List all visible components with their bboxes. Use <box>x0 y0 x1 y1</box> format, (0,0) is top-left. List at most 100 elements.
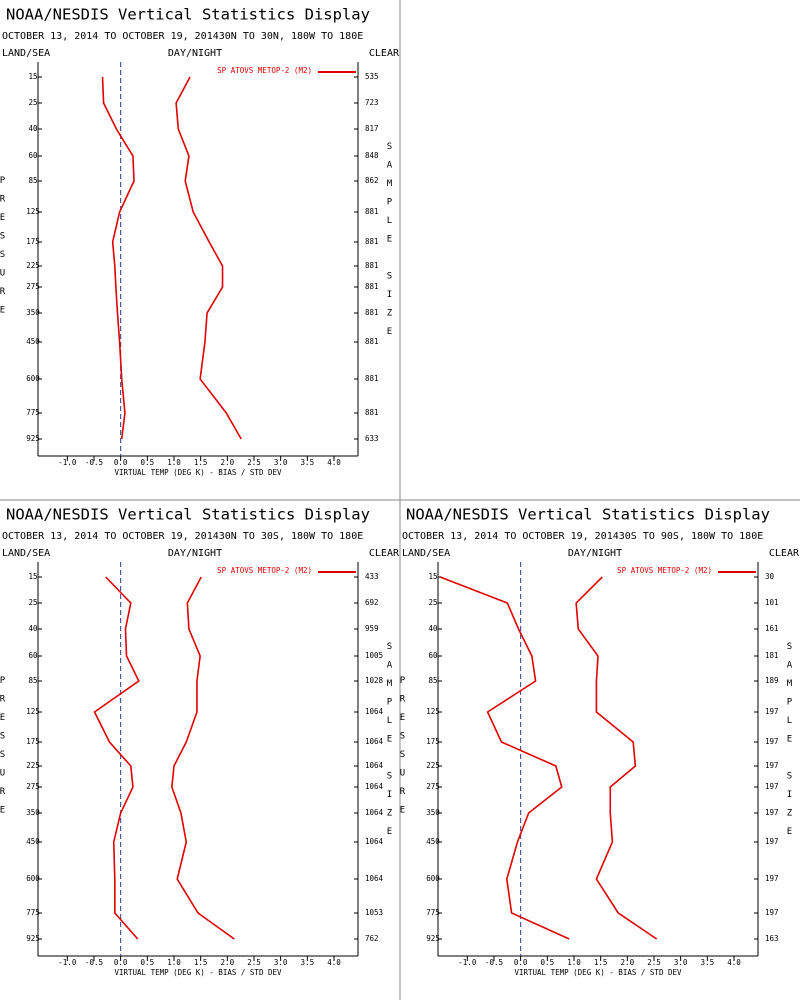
sample-size-label: 881 <box>365 207 379 216</box>
pressure-label: 225 <box>426 761 440 770</box>
sample-size-label: 197 <box>765 761 779 770</box>
sample-size-label: 862 <box>365 176 379 185</box>
pressure-label: 275 <box>426 782 440 791</box>
pressure-label: 275 <box>26 282 40 291</box>
pressure-label: 60 <box>28 151 38 160</box>
pressure-label: 350 <box>426 808 440 817</box>
pressure-label: 450 <box>426 837 440 846</box>
sample-size-label: 197 <box>765 707 779 716</box>
pressure-label: 85 <box>28 676 37 685</box>
x-axis-label: VIRTUAL TEMP (DEG K) - BIAS / STD DEV <box>514 968 682 977</box>
y2-axis-label: SAMPLE SIZE <box>785 642 795 846</box>
pressure-label: 450 <box>26 837 40 846</box>
x-tick-label: 2.0 <box>621 958 635 967</box>
sample-size-label: 197 <box>765 908 779 917</box>
pressure-label: 125 <box>426 707 440 716</box>
header-day-night: DAY/NIGHT <box>568 548 622 559</box>
y-axis-label: PRESSURE <box>398 676 408 824</box>
sample-size-label: 817 <box>365 124 379 133</box>
std-dev-line <box>175 76 242 440</box>
legend-label: SP ATOVS METOP-2 (M2) <box>217 566 312 575</box>
sample-size-label: 197 <box>765 874 779 883</box>
sample-size-label: 633 <box>365 434 379 443</box>
sample-size-label: 848 <box>365 151 379 160</box>
x-tick-label: 1.0 <box>567 958 581 967</box>
x-tick-label: -1.0 <box>58 958 77 967</box>
sample-size-label: 197 <box>765 782 779 791</box>
sample-size-label: 881 <box>365 308 379 317</box>
pressure-label: 85 <box>428 676 437 685</box>
x-axis-label: VIRTUAL TEMP (DEG K) - BIAS / STD DEV <box>114 468 282 477</box>
chart-subtitle: OCTOBER 13, 2014 TO OCTOBER 19, 201430S … <box>402 531 763 542</box>
y-axis-label: PRESSURE <box>0 176 8 324</box>
x-tick-label: 0.5 <box>141 958 155 967</box>
pressure-label: 775 <box>26 408 40 417</box>
y2-axis-label: SAMPLE SIZE <box>385 642 395 846</box>
pressure-label: 175 <box>426 737 440 746</box>
x-tick-label: 1.5 <box>194 458 208 467</box>
x-tick-label: 4.0 <box>327 458 341 467</box>
chart-subtitle: OCTOBER 13, 2014 TO OCTOBER 19, 201430N … <box>2 31 363 42</box>
std-dev-line <box>171 576 235 940</box>
pressure-label: 225 <box>26 261 40 270</box>
pressure-label: 40 <box>28 624 38 633</box>
sample-size-label: 1064 <box>365 761 384 770</box>
header-clear: CLEAR <box>369 548 400 559</box>
pressure-label: 60 <box>28 651 38 660</box>
sample-size-label: 881 <box>365 237 379 246</box>
sample-size-label: 161 <box>765 624 779 633</box>
x-tick-label: 2.0 <box>221 458 235 467</box>
sample-size-label: 535 <box>365 72 379 81</box>
sample-size-label: 1064 <box>365 808 384 817</box>
x-tick-label: 0.0 <box>514 958 528 967</box>
x-tick-label: -0.5 <box>85 958 103 967</box>
x-tick-label: 3.5 <box>301 958 315 967</box>
header-day-night: DAY/NIGHT <box>168 548 222 559</box>
x-tick-label: 4.0 <box>327 958 341 967</box>
sample-size-label: 881 <box>365 261 379 270</box>
x-tick-label: -1.0 <box>458 958 477 967</box>
x-tick-label: 0.5 <box>541 958 555 967</box>
sample-size-label: 181 <box>765 651 779 660</box>
sample-size-label: 881 <box>365 337 379 346</box>
std-dev-line <box>575 576 658 940</box>
pressure-label: 925 <box>26 434 40 443</box>
sample-size-label: 1064 <box>365 707 384 716</box>
bias-line <box>439 576 570 940</box>
sample-size-label: 163 <box>765 934 779 943</box>
header-clear: CLEAR <box>369 48 400 59</box>
x-tick-label: 2.0 <box>221 958 235 967</box>
pressure-label: 25 <box>28 598 37 607</box>
x-tick-label: 1.0 <box>167 958 181 967</box>
pressure-label: 125 <box>26 707 40 716</box>
header-land-sea: LAND/SEA <box>402 548 450 559</box>
x-tick-label: -0.5 <box>485 958 503 967</box>
x-tick-label: 0.0 <box>114 458 128 467</box>
bias-line <box>101 76 135 440</box>
sample-size-label: 692 <box>365 598 379 607</box>
pressure-label: 15 <box>428 572 437 581</box>
x-tick-label: 3.5 <box>701 958 715 967</box>
x-tick-label: -1.0 <box>58 458 77 467</box>
header-land-sea: LAND/SEA <box>2 548 50 559</box>
sample-size-label: 189 <box>765 676 779 685</box>
sample-size-label: 762 <box>365 934 379 943</box>
chart-subtitle: OCTOBER 13, 2014 TO OCTOBER 19, 201430N … <box>2 531 363 542</box>
y-axis-label: PRESSURE <box>0 676 8 824</box>
pressure-label: 25 <box>28 98 37 107</box>
sample-size-label: 1005 <box>365 651 383 660</box>
pressure-label: 775 <box>426 908 440 917</box>
sample-size-label: 30 <box>765 572 775 581</box>
pressure-label: 25 <box>428 598 437 607</box>
pressure-label: 925 <box>26 934 40 943</box>
pressure-label: 60 <box>428 651 438 660</box>
pressure-label: 175 <box>26 737 40 746</box>
pressure-label: 775 <box>26 908 40 917</box>
pressure-label: 450 <box>26 337 40 346</box>
sample-size-label: 433 <box>365 572 379 581</box>
pressure-label: 350 <box>26 808 40 817</box>
pressure-label: 600 <box>26 874 40 883</box>
pressure-label: 15 <box>28 72 37 81</box>
sample-size-label: 101 <box>765 598 779 607</box>
